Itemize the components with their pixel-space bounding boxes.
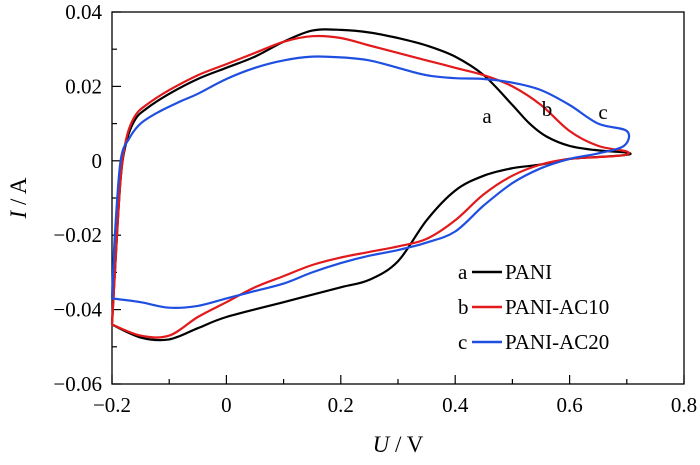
x-tick-label: 0.2 [328,393,354,417]
y-tick-label: −0.02 [53,223,102,247]
x-tick-label: −0.2 [93,393,131,417]
legend: a PANI b PANI-AC10 c PANI-AC20 [458,260,609,354]
x-tick-label: 0.4 [442,393,469,417]
y-tick-label: 0.04 [65,0,102,24]
y-axis-title: I / A [6,177,31,219]
y-ticks: 0.04 0.02 0 −0.02 −0.04 −0.06 [53,0,121,396]
legend-label-a: PANI [505,260,552,284]
curve-label-b: b [542,97,553,121]
legend-label-b: PANI-AC10 [505,295,609,319]
legend-label-c: PANI-AC20 [505,330,609,354]
x-tick-label: 0 [221,393,232,417]
curve-label-c: c [598,100,607,124]
legend-key-c: c [458,330,467,354]
x-tick-label: 0.6 [556,393,582,417]
x-ticks: −0.2 0 0.2 0.4 0.6 0.8 [93,375,697,417]
y-tick-label: 0 [92,149,103,173]
y-tick-label: −0.04 [53,298,102,322]
curve-labels: a b c [482,97,607,128]
y-tick-label: 0.02 [65,74,102,98]
legend-key-a: a [458,260,468,284]
y-tick-label: −0.06 [53,372,102,396]
x-axis-unit: / V [389,432,423,457]
x-axis-title: U / V [373,432,424,457]
series-line-b [110,34,631,339]
legend-key-b: b [458,295,469,319]
x-tick-label: 0.8 [671,393,697,417]
y-axis-unit: / A [6,177,31,211]
series-lines [110,28,632,342]
series-line-c [110,55,631,310]
curve-label-a: a [482,104,492,128]
x-axis-variable: U [373,432,391,457]
y-axis-variable: I [6,209,31,219]
series-line-a [110,28,632,342]
